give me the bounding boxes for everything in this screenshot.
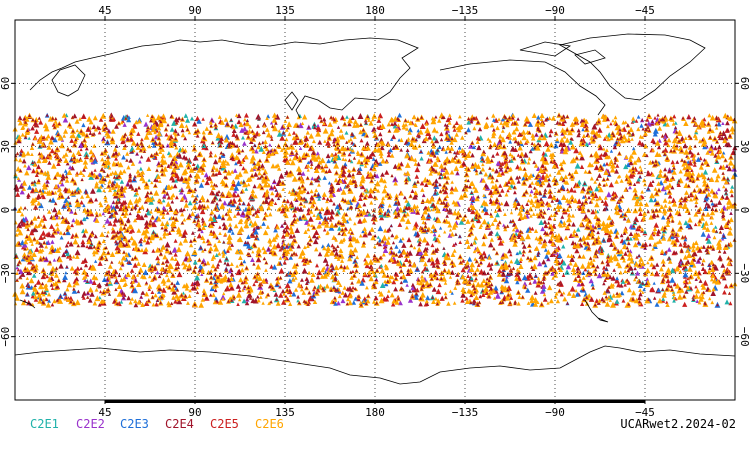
lon-tick-label: 180 <box>365 406 385 419</box>
legend-item-c2e2: C2E2 <box>76 417 105 431</box>
legend-item-c2e3: C2E3 <box>120 417 149 431</box>
lon-tick-label: 45 <box>98 406 111 419</box>
map-frame <box>11 16 739 404</box>
lat-tick-label: 60 <box>738 77 750 90</box>
lat-tick-label: −30 <box>738 263 750 283</box>
lon-tick-label: −90 <box>545 4 565 17</box>
lat-tick-label: 30 <box>0 140 12 153</box>
coastline-scandinavia <box>51 64 86 97</box>
lon-tick-label: 180 <box>365 4 385 17</box>
legend-item-c2e5: C2E5 <box>210 417 239 431</box>
lon-tick-label: 90 <box>188 4 201 17</box>
lat-tick-label: −60 <box>0 327 12 347</box>
lat-tick-label: 30 <box>738 140 750 153</box>
observation-markers <box>13 113 737 307</box>
lon-tick-label: 135 <box>275 406 295 419</box>
lon-tick-label: −135 <box>452 4 479 17</box>
observation-points <box>12 112 738 308</box>
lat-tick-label: 0 <box>738 207 750 214</box>
observation-markers <box>12 112 738 308</box>
lon-tick-label: 90 <box>188 406 201 419</box>
lon-tick-label: 135 <box>275 4 295 17</box>
lon-tick-label: −90 <box>545 406 565 419</box>
coastlines <box>14 33 736 385</box>
coastline-north-america <box>439 59 606 116</box>
lat-tick-label: 0 <box>0 207 12 214</box>
coastline-greenland <box>558 33 706 101</box>
tick-labels: 45 45 90 90 135 135 180 180 −135 −135 −90 −90 −45 −45… <box>0 4 750 419</box>
coastline-antarctica <box>14 345 736 385</box>
lon-tick-label: −135 <box>452 406 479 419</box>
lat-tick-label: −30 <box>0 263 12 283</box>
lon-tick-label: −45 <box>635 406 655 419</box>
legend-item-c2e1: C2E1 <box>30 417 59 431</box>
lon-tick-label: −45 <box>635 4 655 17</box>
lat-tick-label: 60 <box>0 77 12 90</box>
legend-item-c2e6: C2E6 <box>255 417 284 431</box>
coastline-japan <box>284 91 299 111</box>
legend-item-c2e4: C2E4 <box>165 417 194 431</box>
coastline-south-america-tip <box>584 299 609 323</box>
dataset-label: UCARwet2.2024-02 <box>620 417 736 431</box>
coastline-canada-islands <box>519 41 606 65</box>
graticule <box>15 20 735 400</box>
observation-markers <box>15 112 736 307</box>
coastline-eurasia-north <box>29 37 419 119</box>
lat-tick-label: −60 <box>738 327 750 347</box>
lon-tick-label: 45 <box>98 4 111 17</box>
coastline-southern-africa <box>19 299 36 309</box>
